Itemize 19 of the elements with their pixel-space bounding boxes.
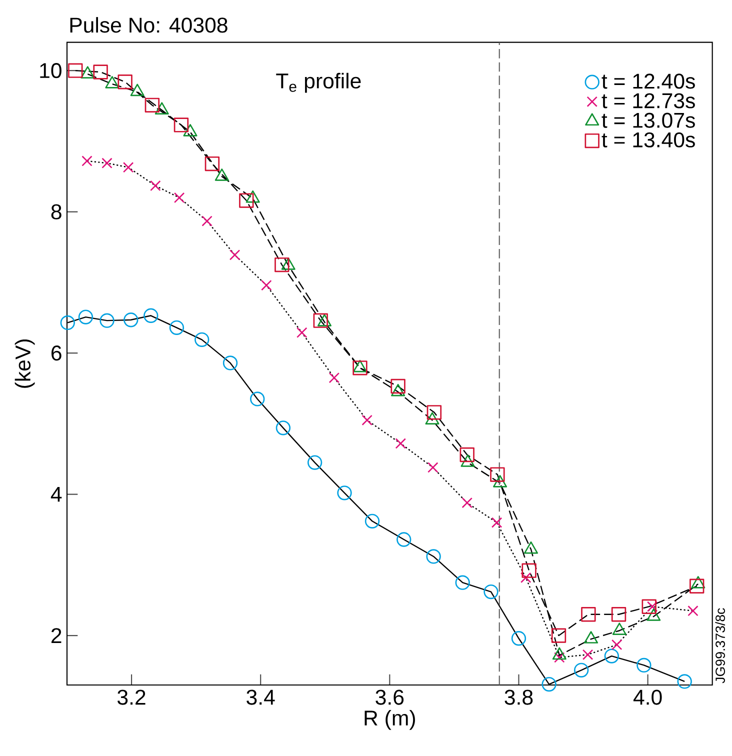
y-tick-label: 6 (52, 346, 62, 361)
x-tick-label: 3.4 (246, 690, 275, 705)
x-tick-label: 3.6 (376, 690, 404, 705)
legend-label: t = 12.40s (602, 74, 695, 89)
y-tick-label: 2 (51, 628, 62, 644)
text: JG99.373/8c (715, 608, 726, 684)
y-tick-label: 10 (40, 63, 62, 78)
annotation: T$_{e}$ profile (276, 72, 361, 93)
y-tick-label: 8 (51, 204, 62, 220)
y-axis-title: (keV) (14, 340, 35, 388)
x-tick-label: 3.8 (504, 690, 533, 705)
legend-label: t = 13.40s (602, 132, 695, 148)
chart-title: Pulse No: 40308 (70, 17, 228, 33)
x-axis-title: R (m) (364, 710, 415, 730)
x-tick-label: 4.0 (633, 690, 662, 705)
y-tick-label: 4 (50, 486, 62, 502)
legend-label: t = 13.07s (602, 112, 695, 128)
legend-label: t = 12.73s (602, 93, 695, 108)
x-tick-label: 3.2 (118, 690, 146, 705)
